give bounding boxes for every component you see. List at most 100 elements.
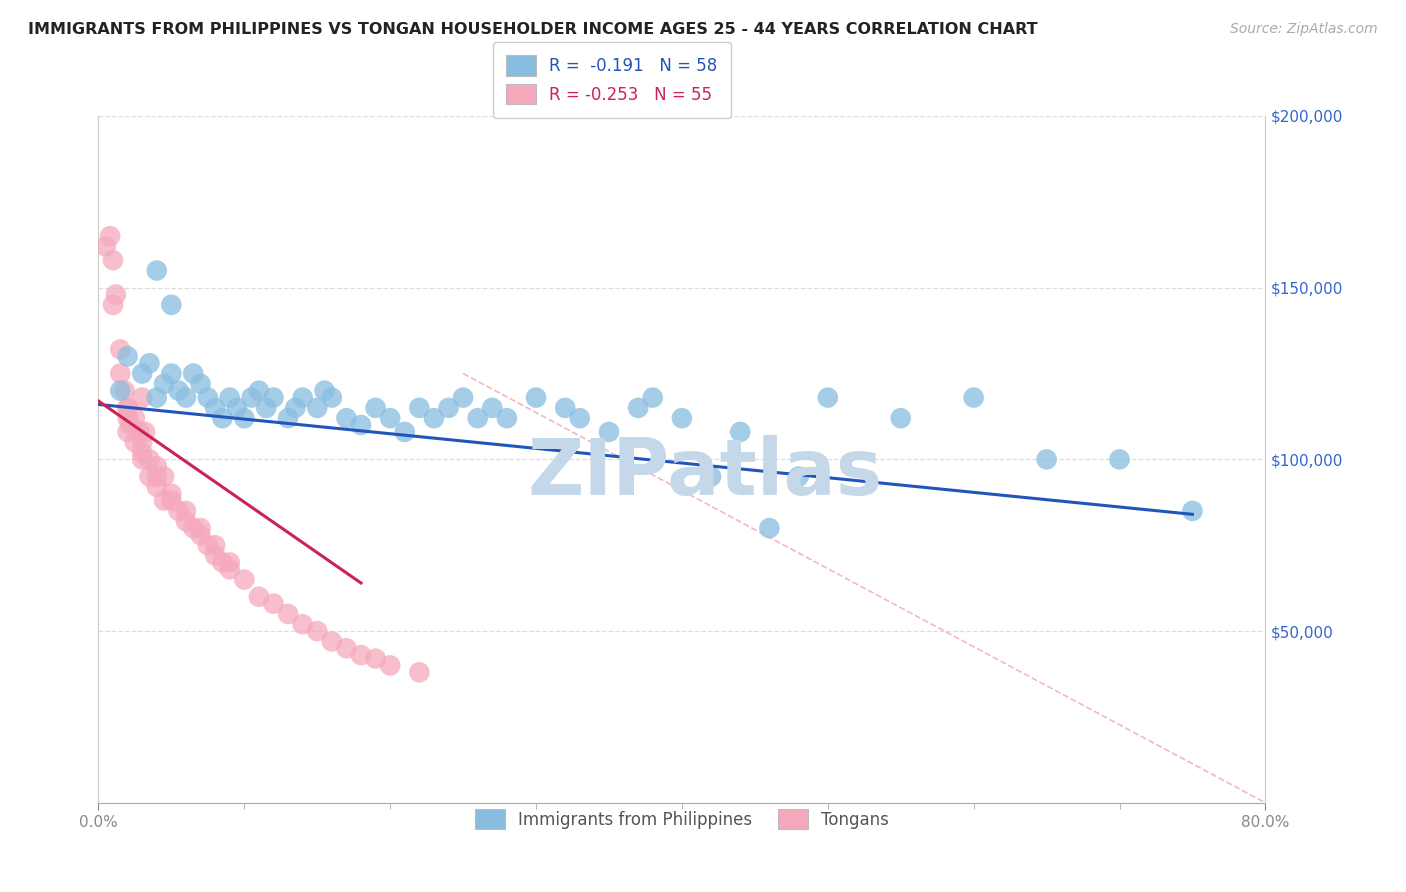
Point xyxy=(197,538,219,552)
Point xyxy=(817,391,839,405)
Point xyxy=(174,504,197,518)
Point xyxy=(240,391,263,405)
Point xyxy=(181,521,204,535)
Point xyxy=(307,401,329,415)
Point xyxy=(197,391,219,405)
Point xyxy=(254,401,277,415)
Point xyxy=(117,401,139,415)
Point xyxy=(124,411,146,425)
Point xyxy=(291,617,314,632)
Point xyxy=(211,411,233,425)
Point xyxy=(568,411,591,425)
Point xyxy=(1108,452,1130,467)
Point xyxy=(167,384,190,398)
Point xyxy=(160,298,183,312)
Point xyxy=(204,401,226,415)
Point xyxy=(284,401,307,415)
Point xyxy=(138,356,160,370)
Point xyxy=(114,384,136,398)
Point xyxy=(451,391,474,405)
Point xyxy=(153,493,176,508)
Point xyxy=(263,597,285,611)
Point xyxy=(167,504,190,518)
Point xyxy=(496,411,519,425)
Point xyxy=(134,425,156,439)
Point xyxy=(190,528,212,542)
Point xyxy=(730,425,752,439)
Point xyxy=(104,287,127,301)
Point xyxy=(218,562,240,576)
Point xyxy=(160,367,183,381)
Point xyxy=(408,401,430,415)
Point xyxy=(146,469,169,483)
Point xyxy=(117,425,139,439)
Text: Source: ZipAtlas.com: Source: ZipAtlas.com xyxy=(1230,22,1378,37)
Point xyxy=(110,343,132,357)
Point xyxy=(350,417,373,432)
Point xyxy=(153,376,176,391)
Point xyxy=(247,590,270,604)
Point xyxy=(146,263,169,277)
Point xyxy=(131,367,153,381)
Point xyxy=(335,641,357,656)
Point xyxy=(423,411,446,425)
Point xyxy=(174,514,197,528)
Point xyxy=(146,459,169,474)
Point xyxy=(174,391,197,405)
Point xyxy=(146,480,169,494)
Point xyxy=(671,411,693,425)
Point xyxy=(138,452,160,467)
Point xyxy=(787,469,810,483)
Point xyxy=(131,435,153,450)
Point xyxy=(226,401,249,415)
Point xyxy=(890,411,912,425)
Point xyxy=(962,391,984,405)
Point xyxy=(101,253,124,268)
Point xyxy=(394,425,416,439)
Point xyxy=(554,401,576,415)
Point xyxy=(218,391,240,405)
Point xyxy=(277,607,299,621)
Point xyxy=(153,469,176,483)
Point xyxy=(263,391,285,405)
Point xyxy=(321,391,343,405)
Point xyxy=(700,469,723,483)
Point xyxy=(437,401,460,415)
Point xyxy=(524,391,547,405)
Point xyxy=(335,411,357,425)
Point xyxy=(101,298,124,312)
Point xyxy=(190,376,212,391)
Point xyxy=(124,435,146,450)
Point xyxy=(307,624,329,639)
Point xyxy=(110,367,132,381)
Point xyxy=(1181,504,1204,518)
Point xyxy=(120,417,142,432)
Point xyxy=(627,401,650,415)
Point xyxy=(408,665,430,680)
Point xyxy=(181,367,204,381)
Point xyxy=(233,411,256,425)
Point xyxy=(204,538,226,552)
Legend: Immigrants from Philippines, Tongans: Immigrants from Philippines, Tongans xyxy=(461,796,903,843)
Point xyxy=(380,658,402,673)
Point xyxy=(117,401,139,415)
Point xyxy=(131,391,153,405)
Point xyxy=(218,555,240,570)
Point xyxy=(380,411,402,425)
Point xyxy=(247,384,270,398)
Point xyxy=(314,384,336,398)
Point xyxy=(131,452,153,467)
Text: IMMIGRANTS FROM PHILIPPINES VS TONGAN HOUSEHOLDER INCOME AGES 25 - 44 YEARS CORR: IMMIGRANTS FROM PHILIPPINES VS TONGAN HO… xyxy=(28,22,1038,37)
Point xyxy=(1035,452,1057,467)
Point xyxy=(598,425,620,439)
Point xyxy=(364,401,387,415)
Point xyxy=(190,521,212,535)
Point xyxy=(94,239,117,253)
Point xyxy=(117,349,139,364)
Point xyxy=(277,411,299,425)
Point xyxy=(204,549,226,563)
Point xyxy=(211,555,233,570)
Point xyxy=(98,229,121,244)
Text: ZIPatlas: ZIPatlas xyxy=(527,435,883,511)
Point xyxy=(481,401,503,415)
